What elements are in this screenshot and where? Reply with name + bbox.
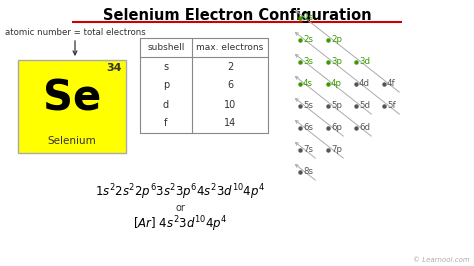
Text: 3d: 3d [359, 57, 370, 66]
Text: 5s: 5s [303, 102, 313, 110]
Text: 34: 34 [107, 63, 122, 73]
Text: 6: 6 [227, 81, 233, 90]
Text: 5p: 5p [331, 102, 342, 110]
Text: 1s: 1s [303, 14, 313, 23]
Text: s: s [164, 61, 169, 72]
Text: f: f [164, 118, 168, 128]
Text: p: p [163, 81, 169, 90]
Text: Selenium: Selenium [47, 136, 96, 146]
Text: 4d: 4d [359, 80, 370, 89]
Text: or: or [175, 203, 185, 213]
Text: 2: 2 [227, 61, 233, 72]
Text: 3s: 3s [303, 57, 313, 66]
Text: 5f: 5f [387, 102, 396, 110]
Text: 4f: 4f [387, 80, 396, 89]
Text: $1s^{2}2s^{2}2p^{6}3s^{2}3p^{6}4s^{2}3d^{10}4p^{4}$: $1s^{2}2s^{2}2p^{6}3s^{2}3p^{6}4s^{2}3d^… [95, 182, 265, 202]
Text: © Learnool.com: © Learnool.com [413, 257, 470, 263]
Text: 5d: 5d [359, 102, 370, 110]
Text: Se: Se [43, 77, 101, 119]
Text: 6d: 6d [359, 123, 370, 132]
Text: $[Ar]\ 4s^{2}3d^{10}4p^{4}$: $[Ar]\ 4s^{2}3d^{10}4p^{4}$ [133, 214, 228, 234]
Text: 7p: 7p [331, 146, 342, 155]
Text: subshell: subshell [147, 43, 185, 52]
Text: 14: 14 [224, 118, 236, 128]
Text: d: d [163, 99, 169, 110]
Bar [18, 60, 126, 153]
Text: 10: 10 [224, 99, 236, 110]
Text: 2s: 2s [303, 35, 313, 44]
Text: 6s: 6s [303, 123, 313, 132]
Text: 6p: 6p [331, 123, 342, 132]
Text: 2p: 2p [331, 35, 342, 44]
Text: max. electrons: max. electrons [196, 43, 264, 52]
Text: 7s: 7s [303, 146, 313, 155]
Text: 3p: 3p [331, 57, 342, 66]
Text: 4s: 4s [303, 80, 313, 89]
Text: 4p: 4p [331, 80, 342, 89]
Text: 8s: 8s [303, 168, 313, 177]
Text: Selenium Electron Configuration: Selenium Electron Configuration [103, 8, 371, 23]
Text: atomic number = total electrons: atomic number = total electrons [5, 28, 146, 37]
